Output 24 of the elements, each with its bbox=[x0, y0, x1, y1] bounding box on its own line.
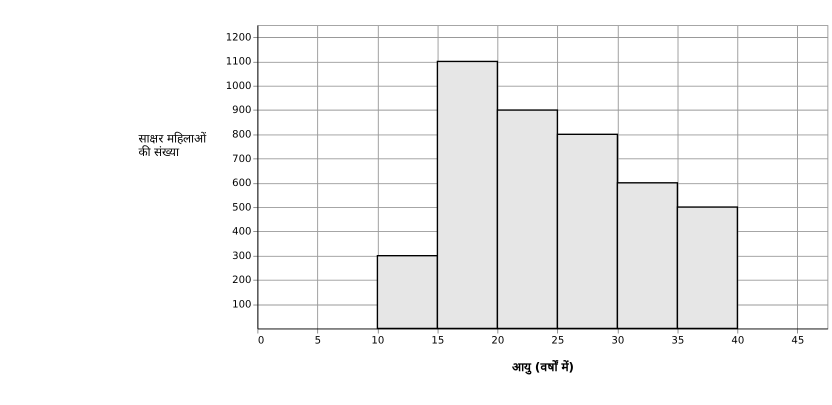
y-tick-label: 700 bbox=[232, 154, 252, 165]
y-tick-label: 1000 bbox=[226, 80, 252, 92]
y-tick-label: 400 bbox=[232, 226, 252, 238]
x-axis-title: आयु (वर्षों में) bbox=[512, 360, 574, 376]
x-tick-label: 40 bbox=[731, 336, 744, 347]
y-tick-label: 600 bbox=[232, 178, 252, 190]
y-tick-label: 1100 bbox=[226, 56, 252, 68]
y-tick-label: 100 bbox=[232, 299, 252, 310]
y-tick-label: 200 bbox=[232, 275, 252, 286]
x-tick-label: 30 bbox=[611, 336, 624, 347]
y-axis-title: साक्षर महिलाओं की संख्या bbox=[138, 131, 208, 160]
x-tick-label: 25 bbox=[551, 336, 564, 347]
y-tick-label: 900 bbox=[232, 105, 252, 116]
x-tick-label: 35 bbox=[671, 336, 684, 347]
y-tick-label: 500 bbox=[232, 202, 252, 214]
y-tick-label: 300 bbox=[232, 250, 252, 262]
x-tick-label: 10 bbox=[371, 336, 384, 347]
x-tick-label: 15 bbox=[431, 336, 444, 347]
y-tick-label: 1200 bbox=[226, 32, 252, 44]
y-tick-label: 800 bbox=[232, 130, 252, 141]
x-tick-label: 20 bbox=[491, 336, 504, 347]
x-tick-label: 45 bbox=[791, 336, 804, 347]
x-tick-label: 5 bbox=[314, 336, 322, 347]
x-tick-label: 0 bbox=[258, 336, 264, 347]
